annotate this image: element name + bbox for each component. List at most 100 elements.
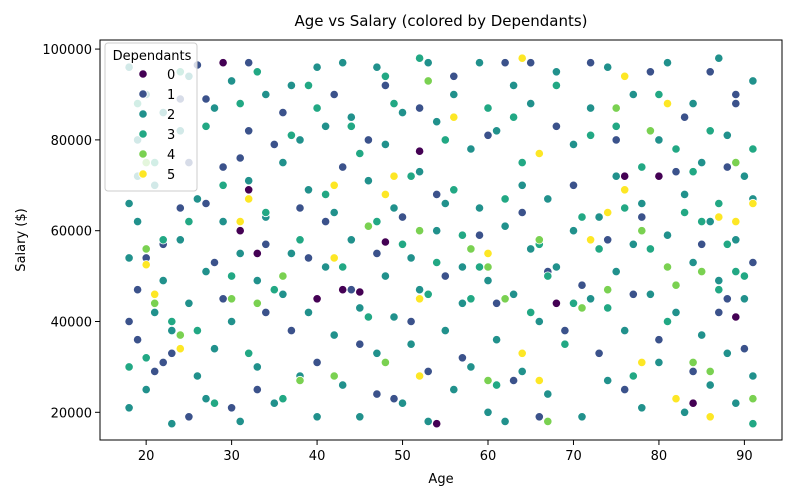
data-point-dependants-2	[133, 217, 143, 227]
data-point-dependants-2	[457, 262, 467, 272]
data-point-dependants-2	[739, 294, 750, 304]
data-point-dependants-1	[244, 126, 254, 136]
data-point-dependants-4	[543, 416, 553, 426]
data-point-dependants-3	[585, 130, 596, 140]
data-point-dependants-4	[252, 298, 262, 308]
data-point-dependants-4	[671, 280, 681, 290]
data-point-dependants-1	[363, 135, 373, 145]
data-point-dependants-3	[722, 239, 732, 249]
data-point-dependants-0	[312, 294, 322, 304]
data-point-dependants-3	[748, 419, 758, 429]
data-point-dependants-3	[303, 80, 314, 91]
data-point-dependants-2	[227, 76, 237, 86]
data-point-dependants-4	[380, 357, 390, 367]
data-point-dependants-5	[731, 217, 741, 227]
legend-marker-2	[138, 109, 148, 119]
data-point-dependants-4	[748, 394, 758, 404]
data-point-dependants-1	[201, 198, 211, 209]
data-point-dependants-1	[312, 357, 322, 367]
data-point-dependants-5	[620, 185, 630, 195]
data-point-dependants-2	[355, 412, 365, 422]
data-point-dependants-5	[662, 99, 673, 109]
legend-entries: 0 1 2 3 4 5	[138, 68, 175, 183]
plot-area-frame	[99, 39, 783, 441]
data-point-dependants-3	[457, 230, 467, 240]
data-point-dependants-0	[252, 248, 262, 258]
data-point-dependants-3	[748, 144, 758, 154]
data-point-dependants-1	[303, 253, 314, 263]
data-point-dependants-1	[320, 217, 331, 227]
data-point-dependants-2	[620, 325, 630, 336]
data-point-dependants-2	[414, 167, 425, 177]
data-point-dependants-2	[218, 217, 228, 227]
data-point-dependants-3	[167, 316, 177, 327]
data-point-dependants-1	[594, 348, 604, 358]
data-point-dependants-1	[739, 344, 750, 354]
data-point-dependants-5	[517, 348, 527, 358]
x-tick-label: 30	[223, 449, 240, 464]
data-point-dependants-2	[389, 312, 399, 322]
data-point-dependants-2	[662, 230, 673, 240]
data-point-dependants-1	[688, 366, 698, 376]
data-point-dependants-1	[508, 375, 519, 386]
data-point-dependants-4	[637, 226, 647, 236]
data-point-dependants-3	[526, 307, 536, 317]
data-point-dependants-0	[432, 419, 442, 429]
data-point-dependants-1	[628, 289, 638, 299]
data-point-dependants-2	[209, 344, 220, 354]
data-point-dependants-1	[534, 412, 544, 422]
data-point-dependants-1	[551, 121, 562, 131]
data-point-dependants-1	[697, 239, 707, 249]
data-point-dependants-1	[671, 167, 681, 177]
data-point-dependants-3	[286, 130, 296, 140]
data-point-dependants-3	[551, 80, 562, 91]
data-point-dependants-0	[380, 237, 390, 247]
data-point-dependants-4	[483, 262, 493, 272]
data-point-dependants-1	[654, 335, 664, 345]
data-point-dependants-1	[295, 203, 305, 213]
data-point-dependants-2	[320, 121, 331, 131]
data-point-dependants-1	[705, 67, 715, 77]
data-point-dependants-1	[218, 294, 228, 304]
data-point-dependants-2	[748, 76, 758, 86]
data-point-dependants-5	[150, 289, 160, 299]
data-point-dependants-1	[620, 384, 630, 395]
data-point-dependants-0	[688, 398, 698, 408]
data-point-dependants-2	[714, 53, 724, 63]
data-point-dependants-1	[175, 203, 185, 213]
data-point-dependants-4	[534, 235, 544, 245]
data-point-dependants-3	[637, 162, 647, 172]
data-point-dependants-1	[560, 325, 570, 336]
data-point-dependants-3	[244, 348, 254, 358]
data-point-dependants-2	[278, 158, 288, 168]
data-point-dependants-3	[338, 262, 348, 272]
data-point-dependants-1	[449, 71, 459, 81]
data-point-dependants-2	[705, 380, 715, 390]
data-point-dependants-3	[594, 244, 604, 254]
data-point-dependants-2	[534, 316, 544, 327]
data-point-dependants-2	[543, 389, 553, 399]
data-point-dependants-3	[252, 67, 262, 77]
data-point-dependants-4	[329, 371, 339, 381]
data-point-dependants-2	[654, 357, 664, 367]
data-point-dependants-5	[414, 294, 425, 304]
data-point-dependants-2	[517, 180, 527, 190]
data-point-dependants-2	[372, 348, 382, 358]
data-point-dependants-3	[312, 103, 322, 113]
data-point-dependants-5	[620, 71, 630, 81]
data-point-dependants-2	[474, 58, 485, 68]
data-point-dependants-1	[637, 212, 647, 222]
data-point-dependants-2	[150, 307, 160, 317]
x-axis-label: Age	[428, 472, 453, 487]
data-point-dependants-1	[679, 112, 690, 122]
data-point-dependants-3	[192, 325, 202, 336]
data-point-dependants-2	[269, 398, 279, 408]
data-point-dependants-2	[227, 316, 237, 327]
data-point-dependants-3	[705, 126, 715, 136]
legend-marker-4	[138, 149, 148, 159]
data-point-dependants-4	[662, 262, 673, 272]
data-point-dependants-2	[628, 239, 638, 249]
data-point-dependants-3	[124, 362, 134, 372]
data-point-dependants-3	[278, 394, 288, 404]
